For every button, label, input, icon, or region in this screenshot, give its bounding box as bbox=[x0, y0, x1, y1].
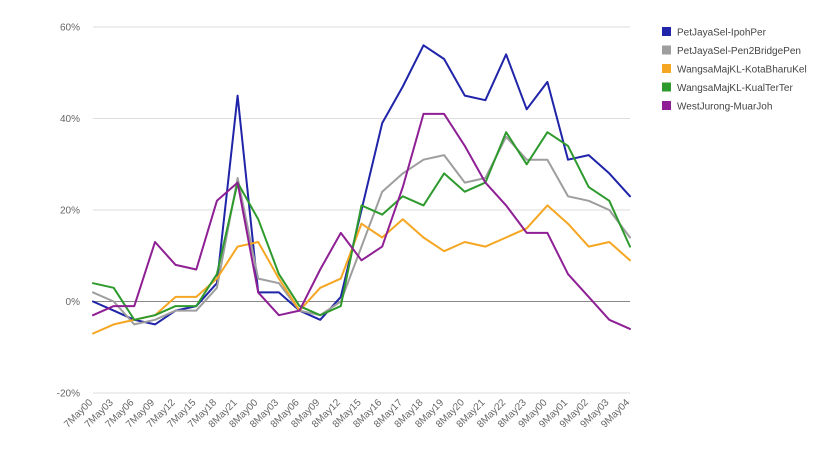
y-axis-ticks: -20% 0% 20% 40% 60% bbox=[57, 23, 80, 400]
legend-swatch bbox=[662, 27, 671, 36]
series-line-2 bbox=[92, 204, 631, 335]
legend: PetJayaSel-IpohPer PetJayaSel-Pen2BridgeP… bbox=[662, 27, 807, 113]
legend-label: PetJayaSel-Pen2BridgePen bbox=[677, 46, 801, 57]
x-axis-ticks: 7May007May037May067May097May127May157May… bbox=[62, 397, 632, 430]
series-line-3 bbox=[92, 131, 631, 321]
legend-swatch bbox=[662, 101, 671, 110]
series-line-4 bbox=[92, 112, 631, 330]
legend-swatch bbox=[662, 64, 671, 73]
y-tick-label: 20% bbox=[60, 206, 80, 217]
legend-label: WangsaMajKL-KotaBharuKel bbox=[677, 65, 807, 76]
legend-label: WangsaMajKL-KualTerTer bbox=[677, 83, 793, 94]
y-tick-label: 0% bbox=[66, 297, 81, 308]
y-tick-label: -20% bbox=[57, 389, 80, 400]
y-tick-label: 40% bbox=[60, 114, 80, 125]
legend-label: PetJayaSel-IpohPer bbox=[677, 28, 767, 39]
legend-swatch bbox=[662, 45, 671, 55]
y-tick-label: 60% bbox=[60, 23, 80, 34]
series-lines bbox=[92, 44, 631, 335]
legend-swatch bbox=[662, 82, 671, 92]
series-line-0 bbox=[92, 44, 631, 326]
legend-label: WestJurong-MuarJoh bbox=[677, 102, 772, 113]
series-line-1 bbox=[92, 135, 631, 326]
